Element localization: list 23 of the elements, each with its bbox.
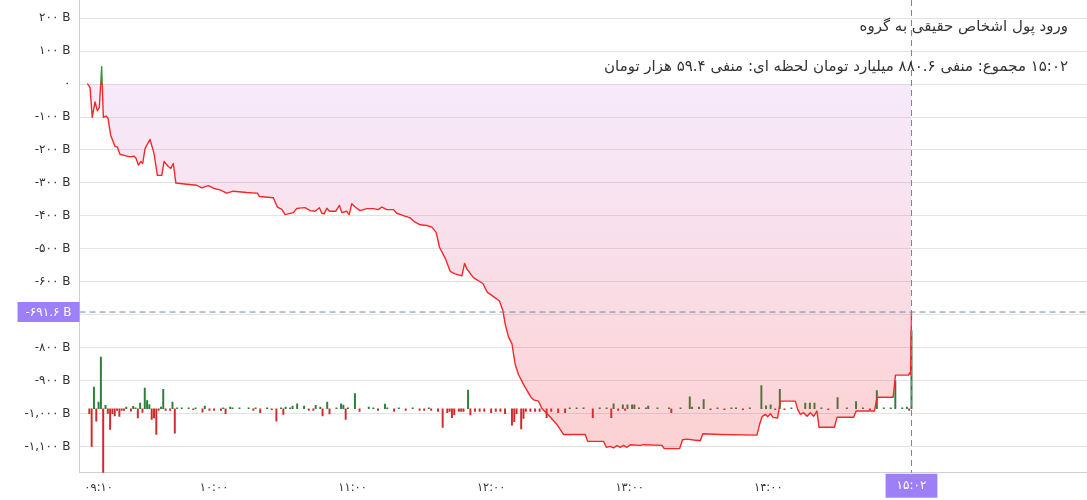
y-tick-label: -۴۰۰ B <box>34 208 71 223</box>
text: ۱۵:۰۲ مجموع: منفی ۸۸۰.۶ میلیارد تومان لحظه ای: منفی ۵۹.۴ هزار تومان <box>604 56 1068 75</box>
y-tick-label: -۱,۰۰۰ B <box>24 405 71 420</box>
y-tick-label: -۶۰۰ B <box>34 273 71 288</box>
text: ورود پول اشخاص حقیقی به گروه <box>859 16 1068 36</box>
y-tick-label: ۱۰۰ B <box>39 43 71 58</box>
x-tick-label: ۱۰:۰۰ <box>199 479 229 494</box>
x-tick-label: ۱۳:۰۰ <box>615 479 645 494</box>
y-tick-label: -۱,۱۰۰ B <box>24 438 71 453</box>
y-tick-label: -۳۰۰ B <box>34 175 71 190</box>
y-tick-label: ۰ <box>64 76 71 91</box>
ref-line-label: ۱۵:۰۲ <box>896 477 927 492</box>
y-tick-label: ۲۰۰ B <box>39 10 71 25</box>
x-tick-label: ۱۱:۰۰ <box>338 479 367 494</box>
ref-line-label: -۶۹۱.۶ B <box>25 304 72 319</box>
y-tick-label: -۸۰۰ B <box>34 339 71 354</box>
x-tick-label: ۰۹:۱۰ <box>84 479 113 494</box>
x-tick-label: ۱۴:۰۰ <box>754 479 783 494</box>
y-tick-label: -۵۰۰ B <box>34 241 71 255</box>
y-tick-label: -۹۰۰ B <box>34 372 71 387</box>
y-tick-label: -۲۰۰ B <box>34 142 71 157</box>
x-tick-label: ۱۲:۰۰ <box>476 479 506 494</box>
y-tick-label: -۱۰۰ B <box>34 109 71 124</box>
